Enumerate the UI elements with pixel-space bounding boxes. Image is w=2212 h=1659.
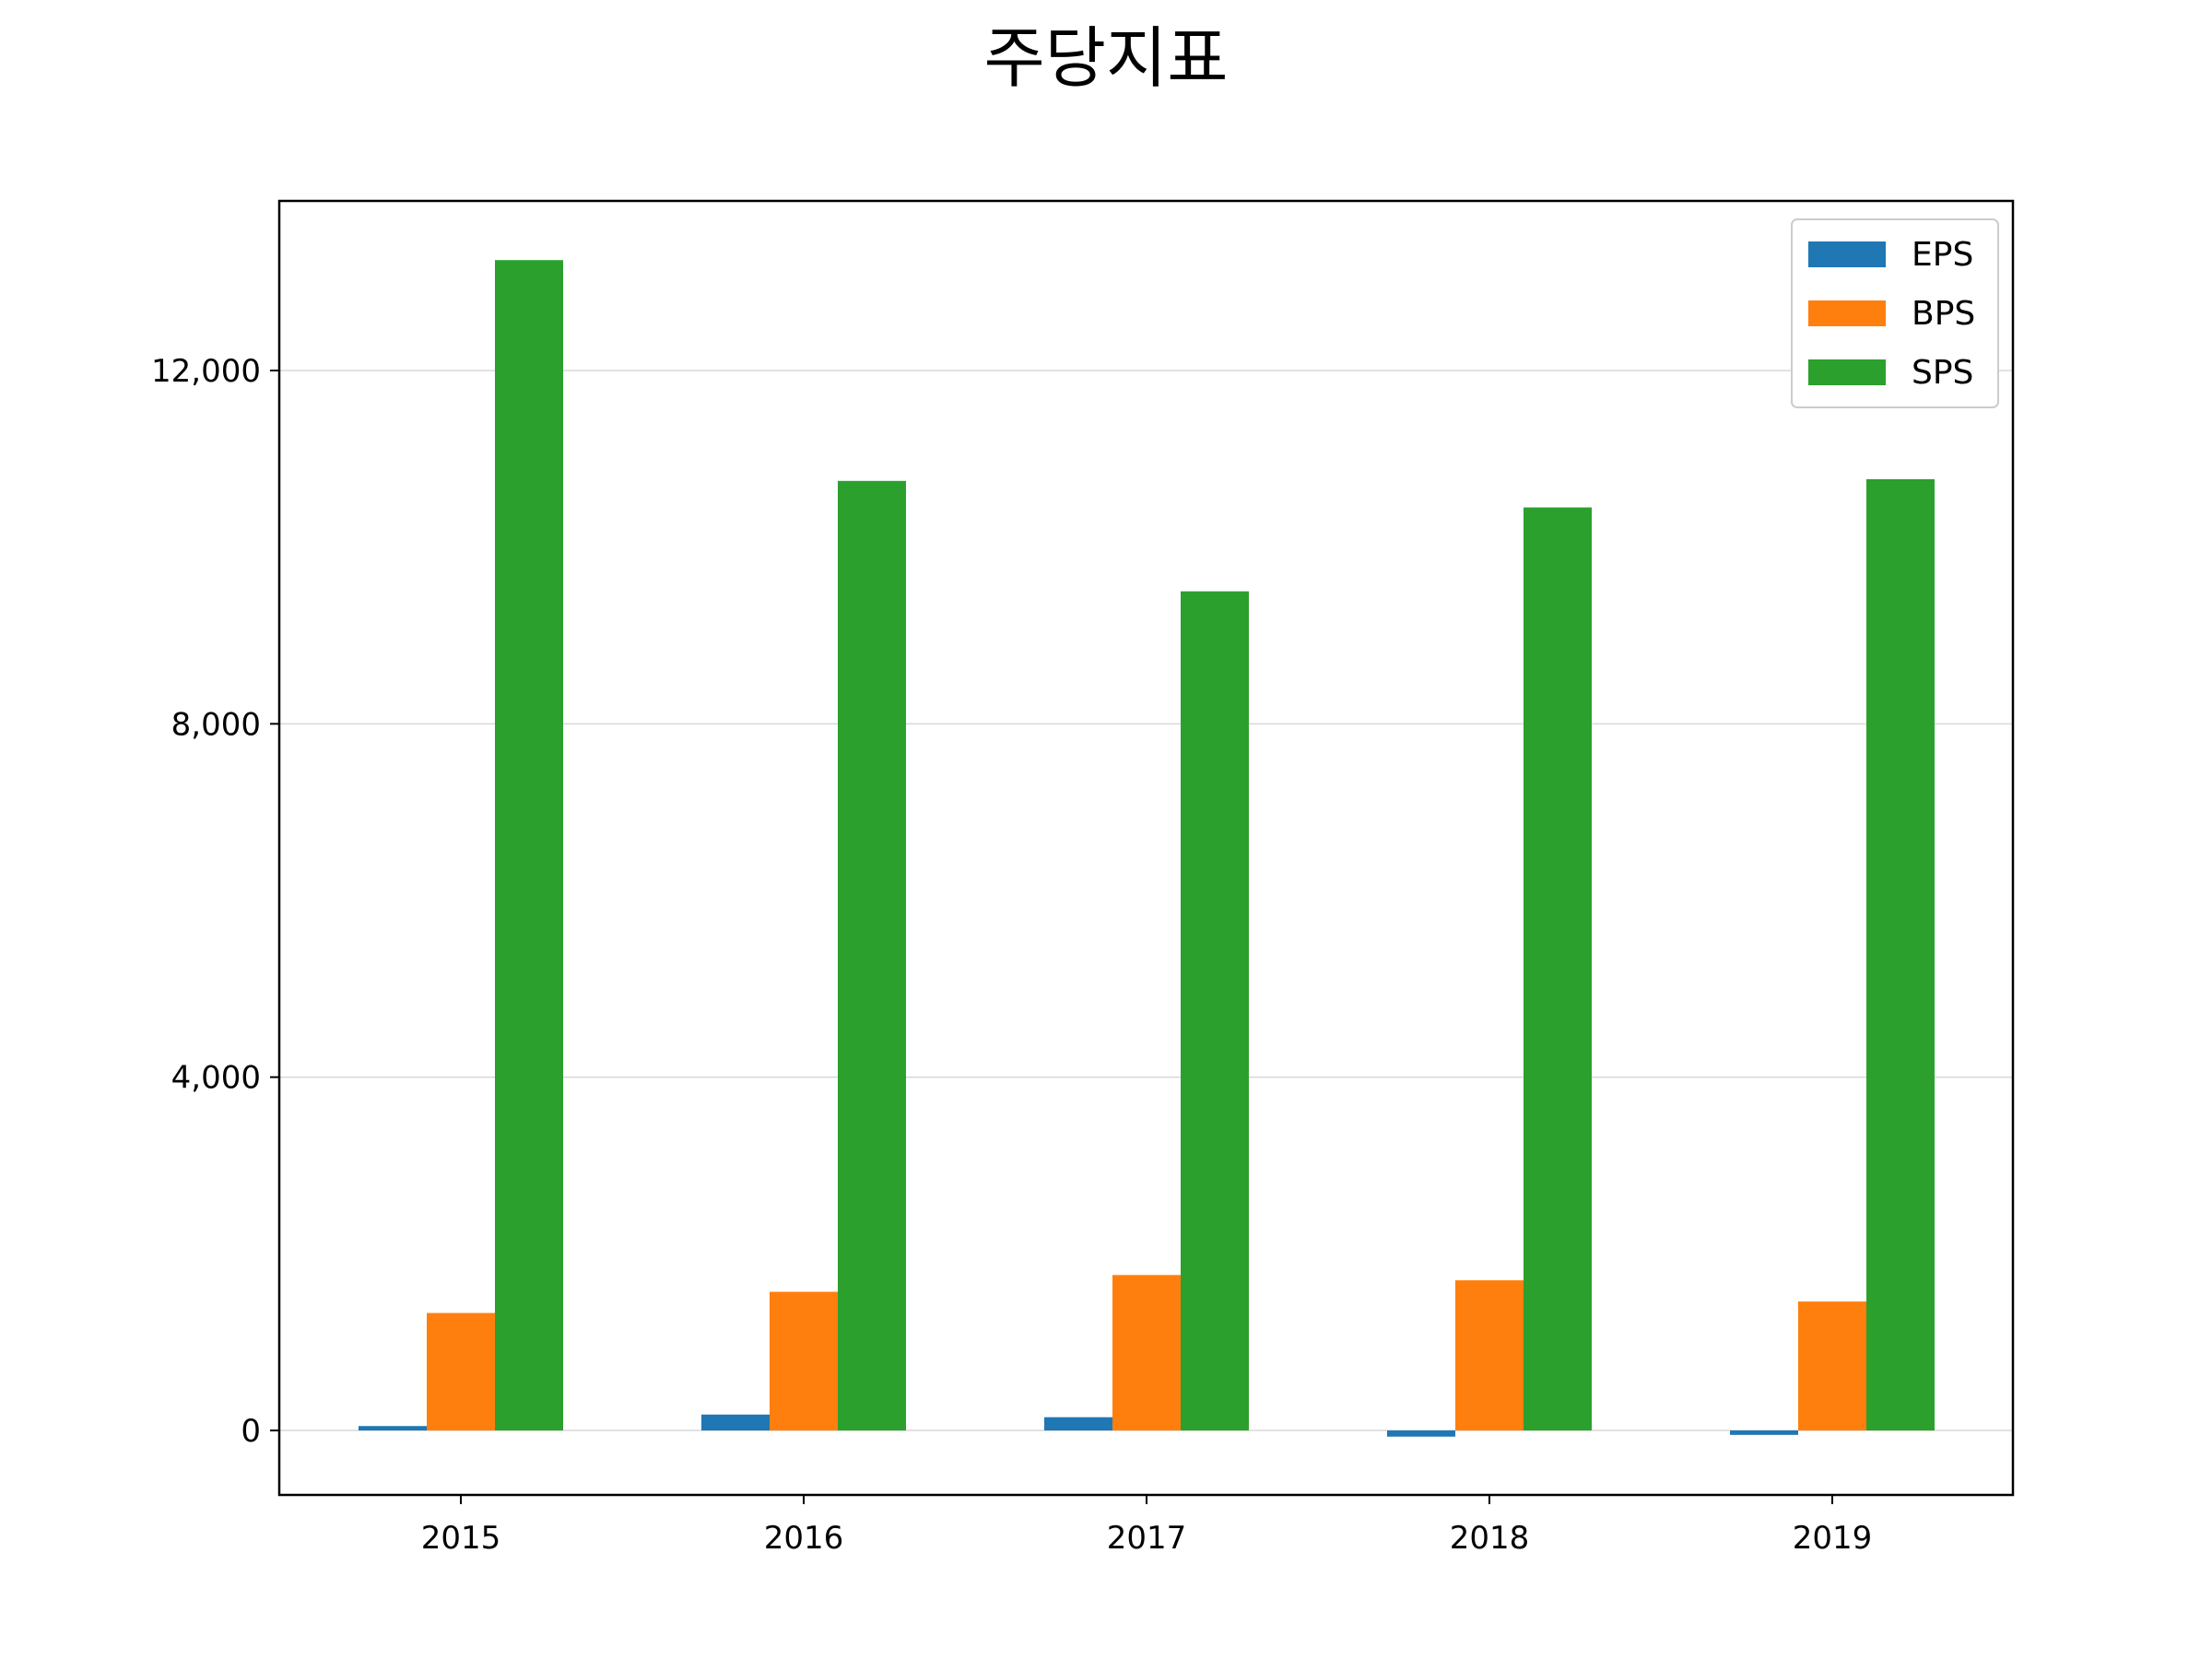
bar-sps-2018	[1524, 507, 1592, 1431]
bar-bps-2017	[1112, 1275, 1181, 1431]
x-tick-label: 2019	[1793, 1520, 1873, 1557]
bar-eps-2017	[1044, 1417, 1112, 1431]
bar-eps-2016	[701, 1414, 770, 1431]
bar-sps-2016	[838, 480, 906, 1431]
y-tick-label: 8,000	[171, 706, 261, 743]
bar-eps-2019	[1730, 1430, 1798, 1435]
x-tick-label: 2015	[421, 1520, 501, 1557]
legend-label-eps: EPS	[1912, 236, 1973, 274]
legend-label-bps: BPS	[1912, 295, 1975, 333]
bar-bps-2015	[427, 1312, 495, 1431]
legend-swatch-sps	[1808, 359, 1886, 385]
bar-bps-2019	[1798, 1301, 1866, 1431]
bar-bps-2016	[770, 1291, 838, 1431]
legend-swatch-eps	[1808, 241, 1886, 267]
y-axis: 0 4,000 8,000 12,000	[151, 353, 279, 1450]
bar-sps-2015	[495, 260, 563, 1431]
bars	[359, 260, 1935, 1437]
y-tick-label: 4,000	[171, 1060, 261, 1097]
bar-bps-2018	[1455, 1280, 1524, 1431]
x-axis: 2015 2016 2017 2018 2019	[421, 1495, 1873, 1557]
bar-eps-2018	[1387, 1430, 1455, 1437]
bar-eps-2015	[359, 1426, 427, 1431]
x-tick-label: 2018	[1450, 1520, 1530, 1557]
chart-title: 주당지표	[984, 19, 1229, 97]
legend: EPS BPS SPS	[1791, 218, 1999, 408]
legend-label-sps: SPS	[1912, 354, 1973, 392]
x-tick-label: 2017	[1107, 1520, 1187, 1557]
bar-sps-2019	[1866, 478, 1935, 1431]
bar-sps-2017	[1181, 591, 1249, 1431]
legend-swatch-bps	[1808, 300, 1886, 326]
plot-frame	[277, 199, 2015, 1497]
y-tick-label: 12,000	[151, 353, 261, 390]
y-tick-label: 0	[241, 1413, 261, 1450]
x-tick-label: 2016	[764, 1520, 844, 1557]
